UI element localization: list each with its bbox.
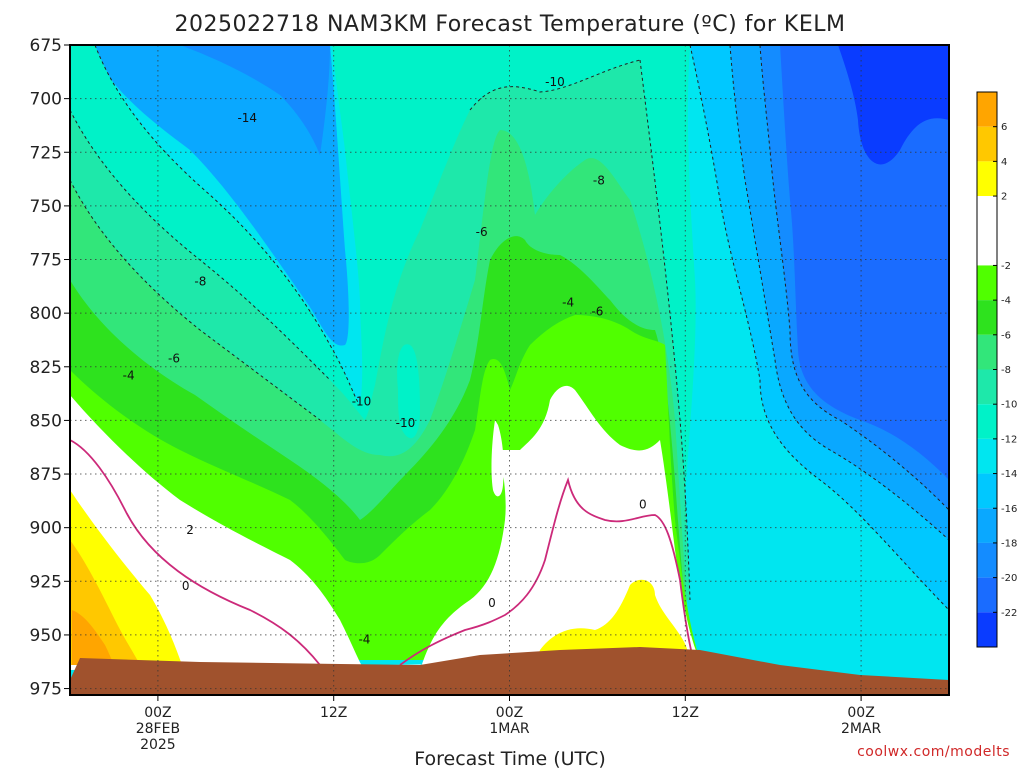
x-tick-label: 00Z <box>144 705 171 721</box>
colorbar-tick-label: -10 <box>1001 400 1017 411</box>
colorbar-tick-label: 2 <box>1001 192 1007 203</box>
contour-0c-left <box>70 439 321 666</box>
contour-0c-right <box>399 477 696 666</box>
contour-label: 0 <box>639 497 647 511</box>
chart-title: 2025022718 NAM3KM Forecast Temperature (… <box>175 12 846 37</box>
x-tick-label: 2025 <box>140 737 176 753</box>
y-tick-label: 800 <box>30 304 62 324</box>
x-tick-label: 12Z <box>320 705 347 721</box>
colorbar-swatch <box>977 577 997 613</box>
contour-label: -14 <box>237 111 257 125</box>
band-white-spike <box>491 420 504 497</box>
colorbar-tick-label: -12 <box>1001 434 1017 445</box>
contour-label: -10 <box>352 394 372 408</box>
y-tick-label: 975 <box>30 680 62 700</box>
band-yellow-warm-nose <box>535 579 689 665</box>
colorbar-swatch <box>977 196 997 266</box>
contour-label: -4 <box>562 296 574 310</box>
colorbar-swatch <box>977 438 997 474</box>
colorbar-tick-label: -4 <box>1001 296 1011 307</box>
band-top-cold-1 <box>90 45 349 346</box>
band-6-to-8 <box>72 610 115 665</box>
contour-label: -6 <box>476 225 488 239</box>
contour-label: -4 <box>358 633 370 647</box>
x-tick-label: 1MAR <box>489 721 530 737</box>
colorbar-swatch <box>977 612 997 647</box>
y-tick-label: 950 <box>30 626 62 646</box>
x-tick-label: 12Z <box>672 705 699 721</box>
colorbar-swatch <box>977 508 997 543</box>
y-tick-label: 825 <box>30 358 62 378</box>
colorbar-tick-label: -6 <box>1001 330 1011 341</box>
y-tick-label: 900 <box>30 519 62 539</box>
y-tick-label: 725 <box>30 143 62 163</box>
band-minus-22-to-minus-20 <box>780 45 949 480</box>
y-tick-label: 750 <box>30 197 62 217</box>
y-tick-label: 675 <box>30 36 62 56</box>
y-tick-label: 775 <box>30 251 62 271</box>
x-tick-label: 2MAR <box>841 721 882 737</box>
colorbar-tick-label: -2 <box>1001 261 1011 272</box>
colorbar-tick-label: -18 <box>1001 538 1017 549</box>
colorbar: 6 4 2 -2 -4 -6 -8 -10 -12 -14 -16 -18 -20 -22 <box>976 91 1017 648</box>
colorbar-swatch <box>977 126 997 162</box>
contour-label: 0 <box>182 579 190 593</box>
colorbar-tick-label: -8 <box>1001 365 1011 376</box>
contour-label: -8 <box>194 274 206 288</box>
dashed-contours <box>70 45 949 611</box>
contour-label: 2 <box>186 523 194 537</box>
colorbar-tick-label: -20 <box>1001 573 1017 584</box>
contour-label: 0 <box>488 596 496 610</box>
colorbar-swatch <box>977 92 997 127</box>
y-tick-label: 875 <box>30 465 62 485</box>
contour-label: -10 <box>545 75 565 89</box>
colorbar-swatch <box>977 369 997 405</box>
y-tick-label: 700 <box>30 90 62 110</box>
temperature-field <box>70 45 949 695</box>
colorbar-tick-label: 6 <box>1001 122 1007 133</box>
colorbar-swatch <box>977 542 997 578</box>
band-below-minus-22 <box>838 45 949 165</box>
y-tick-label: 925 <box>30 572 62 592</box>
credit-link[interactable]: coolwx.com/modelts <box>857 744 1010 760</box>
x-tick-label: 00Z <box>496 705 523 721</box>
band-minus-2-to-2 <box>70 385 700 670</box>
contour-label: -4 <box>123 369 135 383</box>
contour-labels: -14 -10 -8 -6 -8 -4 -6 -6 -4 -10 -10 0 2 0 0 -4 <box>123 75 647 647</box>
colorbar-swatch <box>977 334 997 370</box>
x-tick-label: 28FEB <box>136 721 180 737</box>
y-axis: 675 700 725 750 775 800 825 850 875 900 925 950 975 <box>30 36 70 700</box>
contour-label: -10 <box>396 416 416 430</box>
colorbar-tick-label: -22 <box>1001 608 1017 619</box>
band-minus-12-patch <box>397 344 420 439</box>
contour-label: -8 <box>593 173 605 187</box>
x-tick-label: 00Z <box>847 705 874 721</box>
colorbar-swatch <box>977 473 997 509</box>
colorbar-swatch <box>977 265 997 301</box>
x-axis-label: Forecast Time (UTC) <box>414 748 605 768</box>
contour-label: -6 <box>168 351 180 365</box>
colorbar-tick-label: -14 <box>1001 469 1017 480</box>
band-top-cold-2 <box>180 45 330 155</box>
grid-lines <box>70 44 949 695</box>
colorbar-tick-label: -16 <box>1001 504 1017 515</box>
colorbar-swatch <box>977 161 997 197</box>
colorbar-swatch <box>977 300 997 335</box>
colorbar-swatch <box>977 404 997 439</box>
colorbar-tick-label: 4 <box>1001 157 1007 168</box>
contour-label: -6 <box>591 304 603 318</box>
y-tick-label: 850 <box>30 411 62 431</box>
